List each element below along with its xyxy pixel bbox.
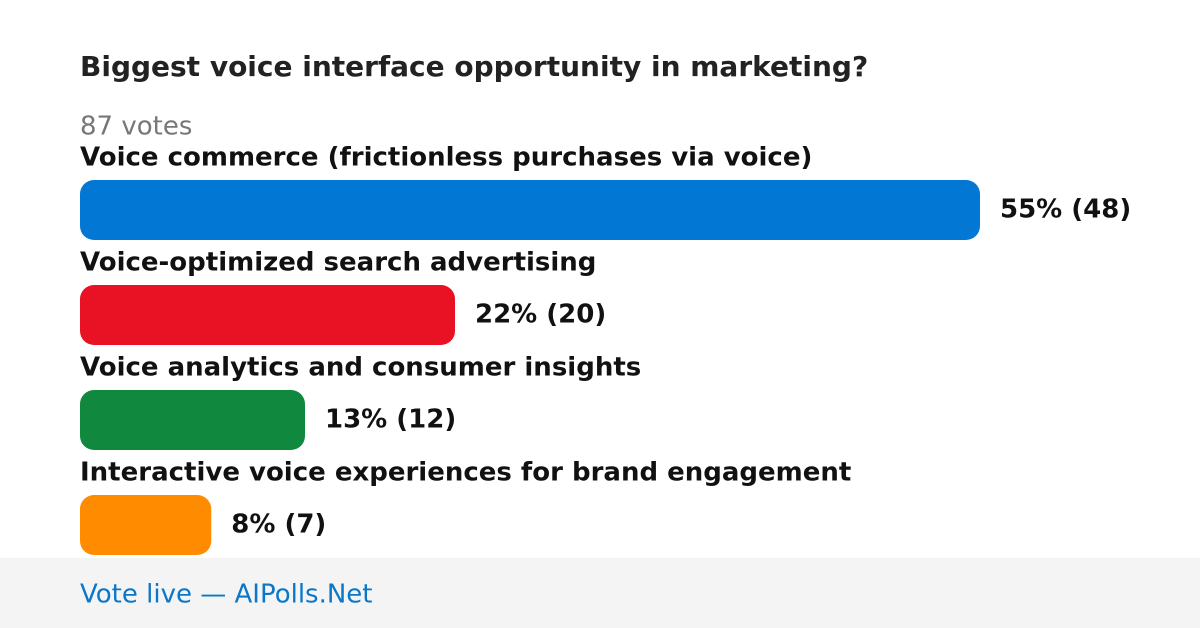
result-label: 13% (12) bbox=[325, 405, 456, 435]
result-bar bbox=[80, 495, 212, 555]
option-label: Interactive voice experiences for brand … bbox=[80, 458, 851, 488]
result-label: 55% (48) bbox=[1000, 195, 1131, 225]
option-label: Voice commerce (frictionless purchases v… bbox=[80, 143, 812, 173]
poll-title: Biggest voice interface opportunity in m… bbox=[80, 50, 868, 83]
footer-bar bbox=[0, 558, 1200, 628]
option-label: Voice-optimized search advertising bbox=[80, 248, 596, 278]
result-bar bbox=[80, 180, 980, 240]
result-label: 22% (20) bbox=[475, 300, 606, 330]
result-label: 8% (7) bbox=[231, 510, 326, 540]
result-bar bbox=[80, 390, 305, 450]
option-label: Voice analytics and consumer insights bbox=[80, 353, 641, 383]
footer-link[interactable]: Vote live — AIPolls.Net bbox=[80, 580, 373, 610]
vote-count: 87 votes bbox=[80, 112, 192, 142]
result-bar bbox=[80, 285, 455, 345]
